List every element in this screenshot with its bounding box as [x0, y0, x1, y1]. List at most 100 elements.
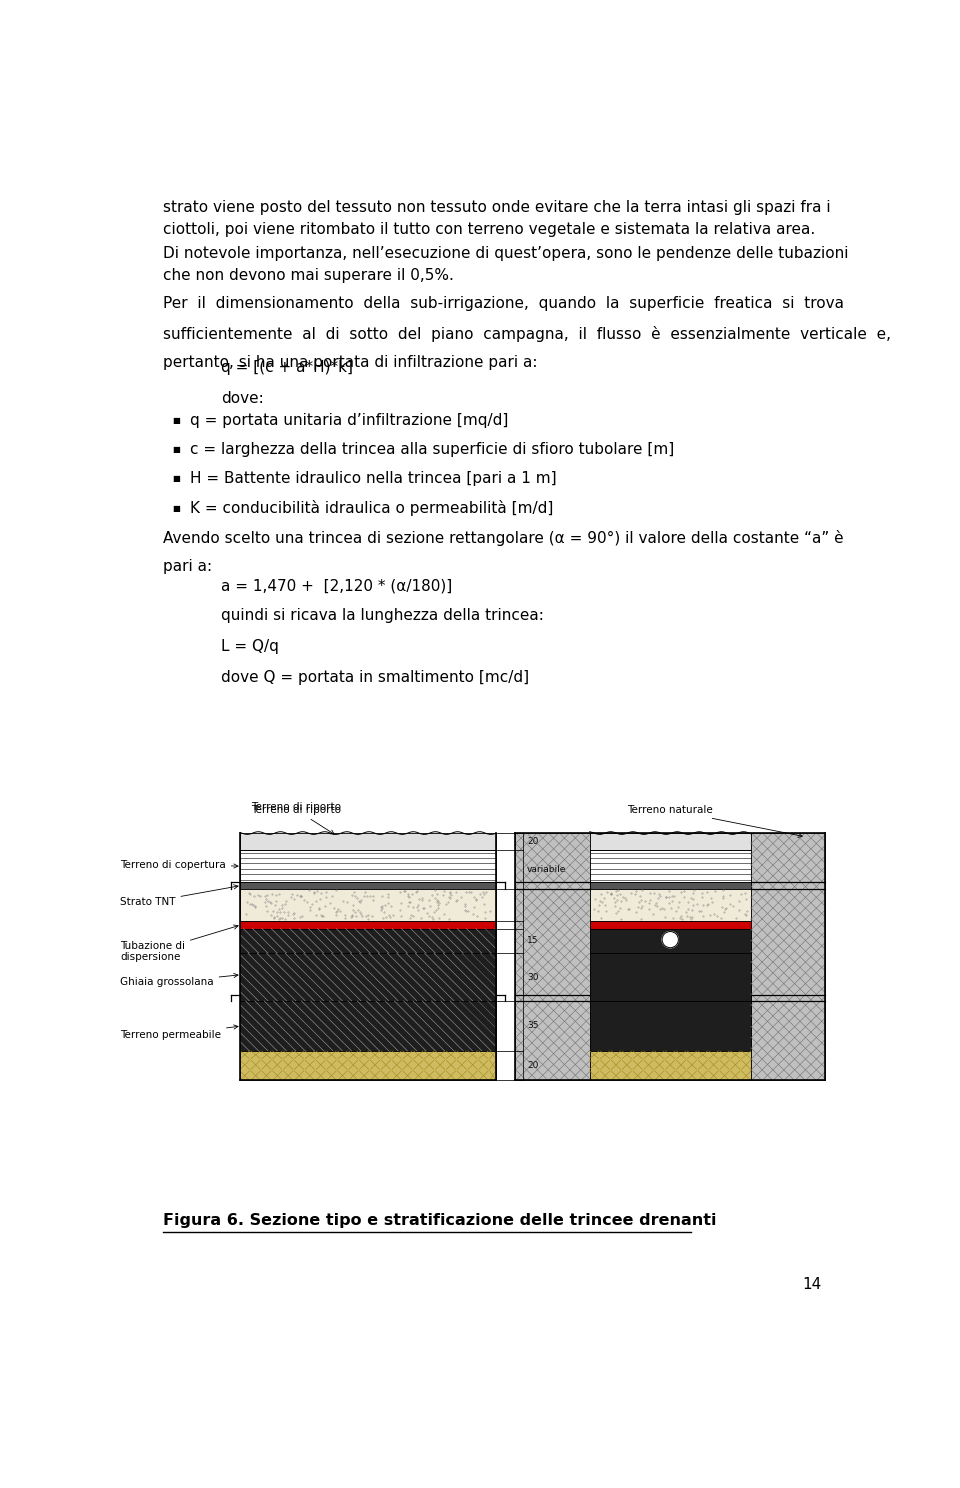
- Point: [415, 887, 430, 911]
- Point: [286, 906, 301, 930]
- Point: [375, 906, 391, 930]
- Point: [275, 893, 290, 917]
- Point: [659, 885, 674, 909]
- Point: [286, 902, 301, 926]
- Point: [468, 905, 484, 929]
- Point: [429, 882, 444, 906]
- Bar: [240, 1001, 496, 1051]
- Point: [404, 882, 420, 906]
- Point: [331, 897, 347, 921]
- Point: [671, 891, 686, 915]
- Point: [608, 894, 623, 918]
- Point: [684, 906, 699, 930]
- Point: [680, 905, 695, 929]
- Point: [666, 884, 682, 908]
- Point: [409, 881, 424, 905]
- Point: [430, 893, 445, 917]
- Point: [442, 906, 457, 930]
- Point: [606, 887, 621, 911]
- Point: [458, 891, 473, 915]
- Point: [357, 879, 372, 903]
- Point: [337, 903, 352, 927]
- Point: [306, 881, 322, 905]
- Point: [349, 885, 365, 909]
- Point: [716, 900, 732, 924]
- Text: 35: 35: [527, 1021, 539, 1031]
- Point: [615, 885, 631, 909]
- Bar: [589, 1051, 751, 1080]
- Bar: [589, 929, 751, 954]
- Text: ■: ■: [172, 445, 180, 454]
- Point: [429, 888, 444, 912]
- Bar: [589, 850, 751, 882]
- Text: H = Battente idraulico nella trincea [pari a 1 m]: H = Battente idraulico nella trincea [pa…: [190, 472, 557, 487]
- Point: [271, 882, 286, 906]
- Text: K = conducibilità idraulica o permeabilità [m/d]: K = conducibilità idraulica o permeabili…: [190, 500, 553, 516]
- Point: [268, 888, 283, 912]
- Point: [641, 897, 657, 921]
- Point: [269, 900, 284, 924]
- Point: [280, 903, 296, 927]
- Point: [409, 879, 424, 903]
- Point: [380, 882, 396, 906]
- Point: [258, 894, 274, 918]
- Point: [436, 882, 451, 906]
- Point: [636, 890, 652, 914]
- Point: [631, 896, 646, 920]
- Bar: [589, 888, 751, 921]
- Point: [269, 903, 284, 927]
- Point: [290, 882, 305, 906]
- Point: [665, 906, 681, 930]
- Point: [346, 893, 361, 917]
- Point: [685, 893, 701, 917]
- Point: [385, 903, 400, 927]
- Text: Tubazione di
dispersione: Tubazione di dispersione: [120, 926, 238, 963]
- Point: [700, 893, 715, 917]
- Bar: [240, 882, 496, 888]
- Point: [267, 893, 282, 917]
- Point: [656, 897, 671, 921]
- Point: [684, 885, 699, 909]
- Point: [335, 888, 350, 912]
- Point: [366, 888, 381, 912]
- Point: [352, 900, 368, 924]
- Point: [685, 881, 701, 905]
- Point: [402, 906, 418, 930]
- Point: [422, 894, 438, 918]
- Point: [286, 887, 301, 911]
- Bar: [240, 921, 496, 929]
- Point: [411, 887, 426, 911]
- Point: [658, 905, 673, 929]
- Point: [652, 897, 667, 921]
- Point: [474, 885, 490, 909]
- Point: [344, 905, 359, 929]
- Point: [705, 890, 720, 914]
- Point: [283, 885, 299, 909]
- Point: [380, 885, 396, 909]
- Point: [353, 902, 369, 926]
- Point: [732, 899, 747, 923]
- Point: [634, 888, 649, 912]
- Point: [410, 893, 425, 917]
- Point: [689, 891, 705, 915]
- Point: [263, 903, 278, 927]
- Point: [265, 882, 280, 906]
- Text: Avendo scelto una trincea di sezione rettangolare (α = 90°) il valore della cost: Avendo scelto una trincea di sezione ret…: [162, 530, 843, 546]
- Point: [649, 894, 664, 918]
- Point: [247, 884, 262, 908]
- Point: [620, 897, 636, 921]
- Point: [477, 906, 492, 930]
- Bar: [589, 833, 751, 850]
- Circle shape: [662, 931, 679, 948]
- Point: [421, 888, 437, 912]
- Point: [295, 905, 310, 929]
- Point: [695, 893, 710, 917]
- Point: [477, 891, 492, 915]
- Point: [262, 890, 277, 914]
- Point: [417, 896, 432, 920]
- Bar: [240, 954, 496, 1001]
- Point: [303, 891, 319, 915]
- Point: [460, 899, 475, 923]
- Text: 14: 14: [803, 1277, 822, 1292]
- Point: [361, 903, 376, 927]
